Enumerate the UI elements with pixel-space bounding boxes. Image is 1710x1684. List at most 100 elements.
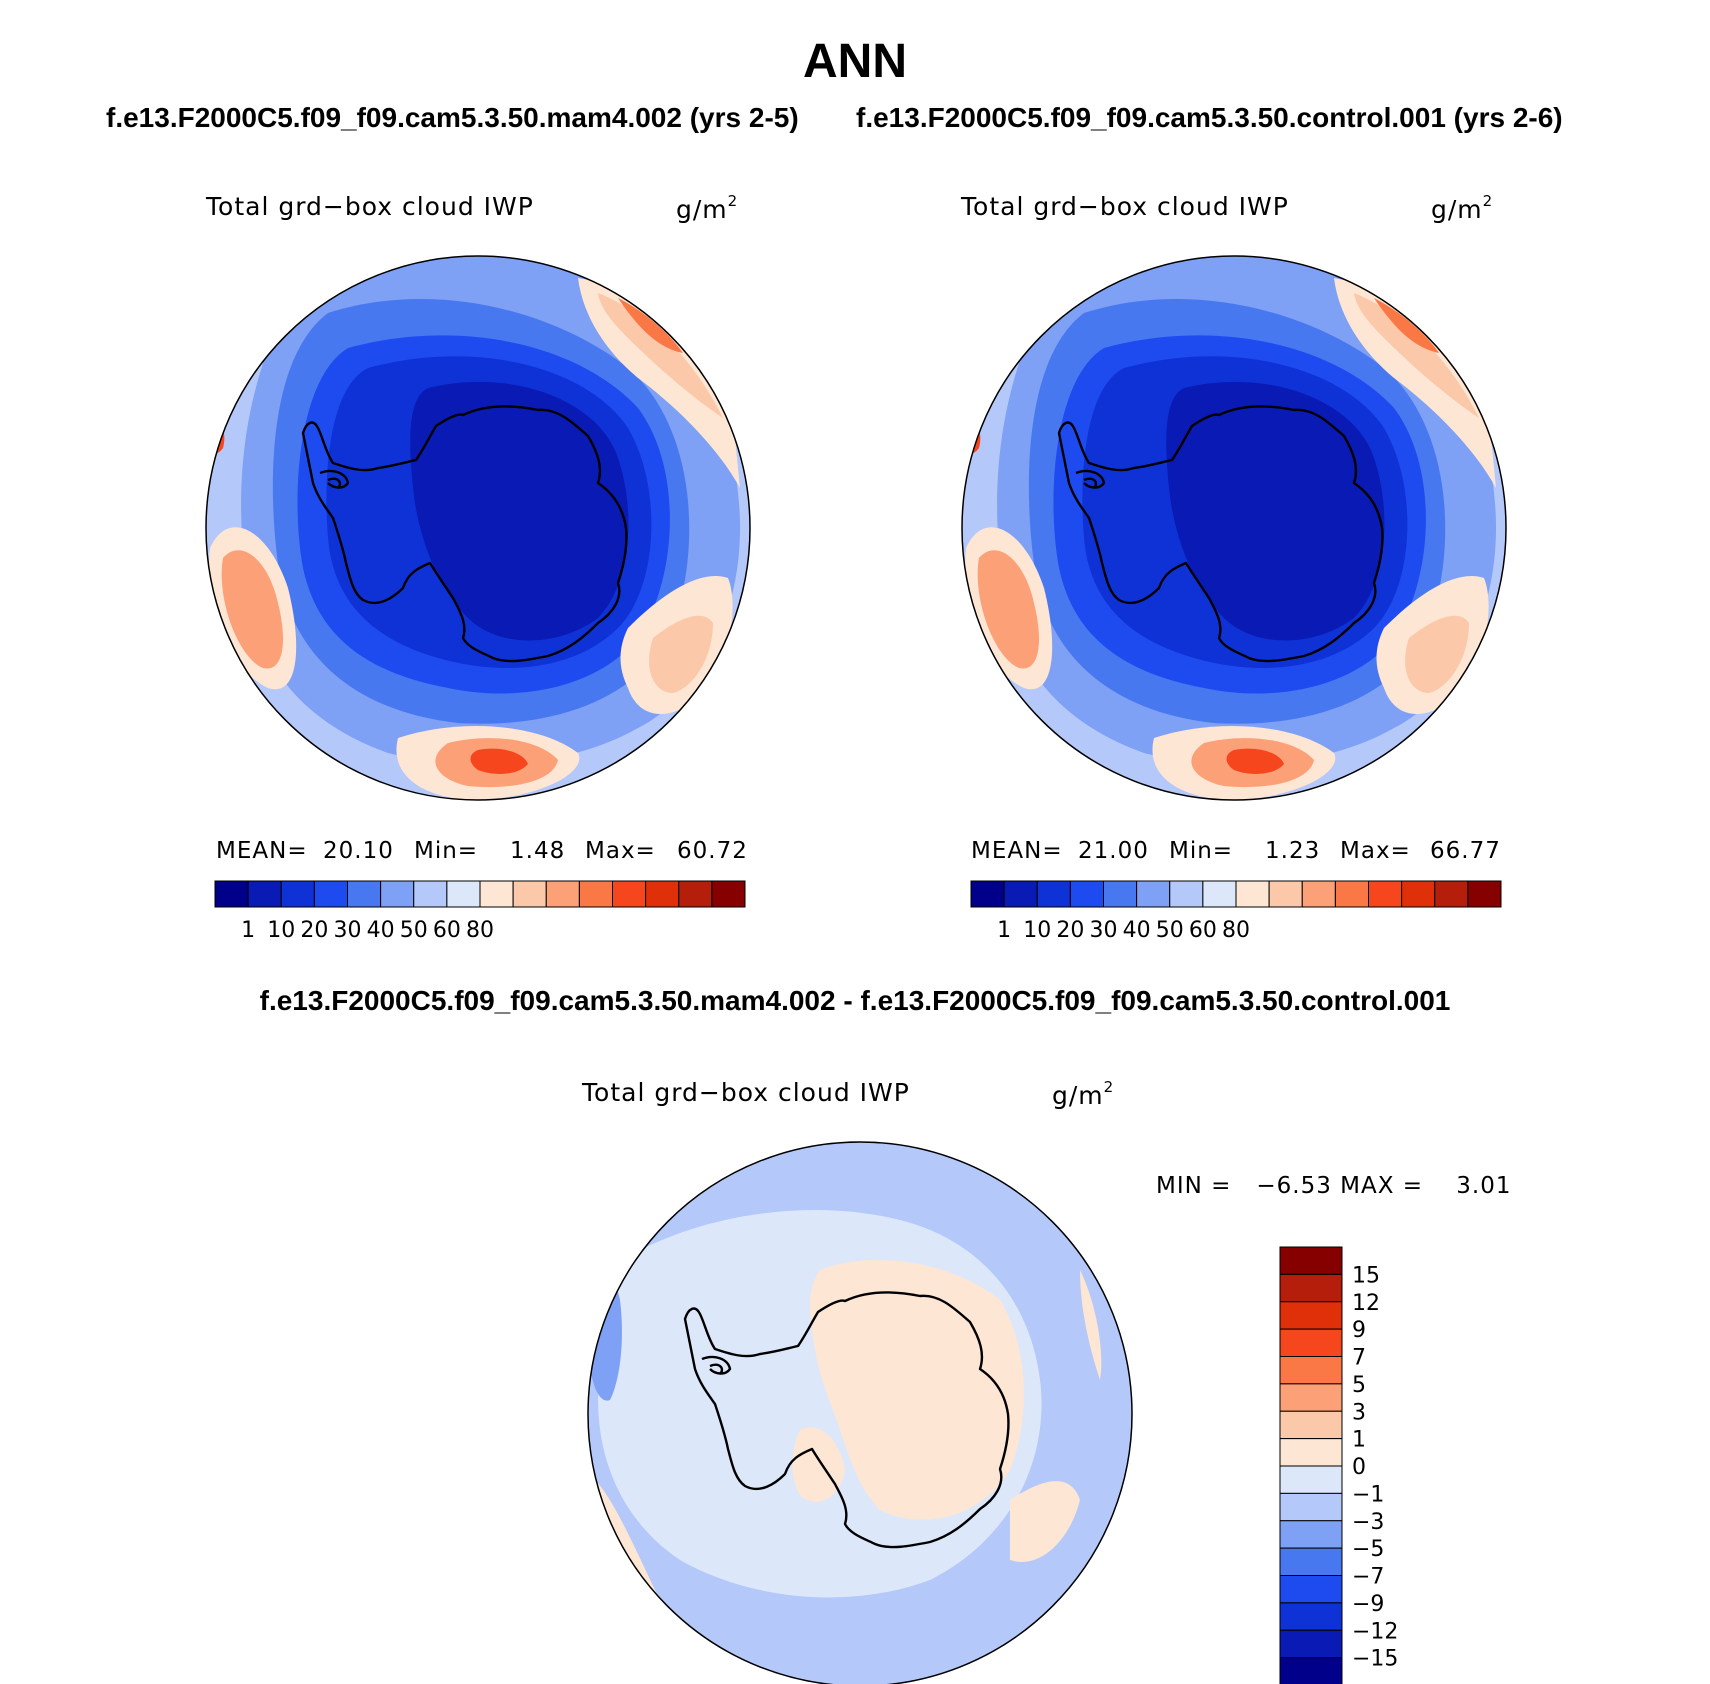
- panel2-colorbar-tick-label: 1: [997, 918, 1011, 943]
- panel3-colorbar-box: [1279, 1383, 1343, 1412]
- panel1-colorbar-box: [711, 880, 746, 908]
- panel2-colorbar: 1 10 20 30 40 50 60 80: [970, 880, 1502, 943]
- panel3-colorbar-tick-label: −1: [1352, 1482, 1384, 1507]
- panel1-colorbar-box: [479, 880, 514, 908]
- subtitle-left: f.e13.F2000C5.f09_f09.cam5.3.50.mam4.002…: [106, 102, 799, 133]
- panel3-colorbar-tick-label: 3: [1352, 1400, 1366, 1425]
- panel3-colorbar-tick-label: 7: [1352, 1346, 1366, 1371]
- panel3-colorbar-tick-label: −15: [1352, 1647, 1398, 1672]
- panel3-colorbar-box: [1279, 1410, 1343, 1440]
- panel3-colorbar-tick-label: 5: [1352, 1373, 1366, 1398]
- panel2-colorbar-box: [1268, 880, 1303, 908]
- panel2-colorbar-tick-label: 30: [1090, 918, 1118, 943]
- panel3-polar-map: [587, 1141, 1133, 1684]
- panel1-mean-value: 20.10: [323, 838, 394, 864]
- panel3-colorbar-tick-label: 15: [1352, 1263, 1380, 1288]
- panel3-colorbar-box: [1279, 1492, 1343, 1522]
- panel1-colorbar-tick-label: 10: [267, 918, 295, 943]
- panel2-colorbar-box: [1003, 880, 1038, 908]
- panel1-colorbar-box: [512, 880, 547, 908]
- panel1-colorbar-box: [678, 880, 713, 908]
- panel2-colorbar-box: [1401, 880, 1436, 908]
- panel1-colorbar-tick-label: 1: [241, 918, 255, 943]
- panel2-min-label: Min=: [1169, 838, 1234, 864]
- panel1-colorbar-box: [413, 880, 448, 908]
- panel3-variable-label: Total grd−box cloud IWP: [582, 1078, 910, 1107]
- panel3-colorbar-box: [1279, 1602, 1343, 1631]
- panel2-colorbar-box: [1202, 880, 1237, 908]
- subtitle-right: f.e13.F2000C5.f09_f09.cam5.3.50.control.…: [856, 102, 1563, 133]
- panel1-colorbar-tick-label: 50: [400, 918, 428, 943]
- panel1-colorbar-box: [347, 880, 382, 908]
- panel2-colorbar-box: [1235, 880, 1270, 908]
- panel2-colorbar-box: [970, 880, 1005, 908]
- panel2-unit-label: g/m2: [1431, 192, 1494, 224]
- panel3-colorbar-tick-label: 0: [1352, 1455, 1366, 1480]
- panel3-colorbar-box: [1279, 1575, 1343, 1604]
- panel1-colorbar-box: [446, 880, 481, 908]
- panel2-polar-map: [961, 255, 1507, 801]
- panel2-colorbar-box: [1467, 880, 1502, 908]
- panel3-colorbar-tick-label: −9: [1352, 1592, 1384, 1617]
- panel2-colorbar-box: [1069, 880, 1104, 908]
- figure-title: ANN: [803, 35, 907, 88]
- panel2-variable-label: Total grd−box cloud IWP: [961, 192, 1289, 221]
- panel3-colorbar-box: [1279, 1520, 1343, 1549]
- panel2-colorbar-tick-label: 40: [1123, 918, 1151, 943]
- panel1-colorbar-box: [214, 880, 249, 908]
- panel2-min-value: 1.23: [1265, 838, 1321, 864]
- panel3-colorbar-box: [1279, 1657, 1343, 1684]
- panel1-colorbar-tick-label: 30: [334, 918, 362, 943]
- panel2-colorbar-box: [1036, 880, 1071, 908]
- panel3-colorbar-box: [1279, 1356, 1343, 1385]
- panel2-colorbar-tick-label: 20: [1056, 918, 1084, 943]
- panel3-colorbar-box: [1279, 1465, 1343, 1494]
- panel1-colorbar-box: [545, 880, 580, 908]
- panel1-mean-label: MEAN=: [216, 838, 308, 864]
- panel1-colorbar: 1 10 20 30 40 50 60 80: [214, 880, 746, 943]
- panel2-map-boundary: [961, 255, 1507, 801]
- panel2-colorbar-tick-label: 10: [1023, 918, 1051, 943]
- panel2-mean-label: MEAN=: [971, 838, 1063, 864]
- panel1-variable-label: Total grd−box cloud IWP: [206, 192, 534, 221]
- panel3-colorbar-tick-label: 12: [1352, 1291, 1380, 1316]
- panel1-max-label: Max=: [585, 838, 656, 864]
- panel3-colorbar-box: [1279, 1273, 1343, 1303]
- panel1-colorbar-box: [380, 880, 415, 908]
- panel2-colorbar-box: [1103, 880, 1138, 908]
- panel3-colorbar-tick-label: 9: [1352, 1318, 1366, 1343]
- panel3-minmax-text: MIN = −6.53 MAX = 3.01: [1156, 1173, 1512, 1199]
- panel2-colorbar-box: [1368, 880, 1403, 908]
- panel2-colorbar-tick-label: 50: [1156, 918, 1184, 943]
- panel2-max-value: 66.77: [1430, 838, 1501, 864]
- panel3-colorbar: 15 129 753 10−1 −3−5 −7−9−12 −15: [1279, 1246, 1398, 1684]
- panel3-colorbar-box: [1279, 1547, 1343, 1576]
- panel1-colorbar-tick-label: 20: [300, 918, 328, 943]
- panel1-colorbar-tick-label: 80: [466, 918, 494, 943]
- panel1-max-value: 60.72: [677, 838, 748, 864]
- panel2-colorbar-box: [1136, 880, 1171, 908]
- panel2-colorbar-tick-label: 60: [1189, 918, 1217, 943]
- panel2-colorbar-box: [1434, 880, 1469, 908]
- panel1-colorbar-box: [247, 880, 282, 908]
- panel2-colorbar-box: [1301, 880, 1336, 908]
- panel2-colorbar-box: [1169, 880, 1204, 908]
- panel3-colorbar-tick-label: 1: [1352, 1428, 1366, 1453]
- panel3-colorbar-box: [1279, 1629, 1343, 1659]
- panel1-colorbar-box: [313, 880, 348, 908]
- panel3-colorbar-tick-label: −5: [1352, 1537, 1384, 1562]
- panel3-colorbar-box: [1279, 1328, 1343, 1357]
- panel1-colorbar-box: [612, 880, 647, 908]
- panel3-colorbar-tick-label: −3: [1352, 1510, 1384, 1535]
- panel3-colorbar-box: [1279, 1246, 1343, 1275]
- panel1-colorbar-tick-label: 60: [433, 918, 461, 943]
- panel1-colorbar-tick-label: 40: [367, 918, 395, 943]
- panel2-colorbar-tick-label: 80: [1222, 918, 1250, 943]
- panel3-unit-label: g/m2: [1052, 1078, 1115, 1110]
- difference-title: f.e13.F2000C5.f09_f09.cam5.3.50.mam4.002…: [259, 985, 1451, 1016]
- panel1-polar-map: [205, 255, 751, 801]
- panel1-map-boundary: [205, 255, 751, 801]
- panel2-mean-value: 21.00: [1078, 838, 1149, 864]
- panel3-map-boundary: [587, 1141, 1133, 1684]
